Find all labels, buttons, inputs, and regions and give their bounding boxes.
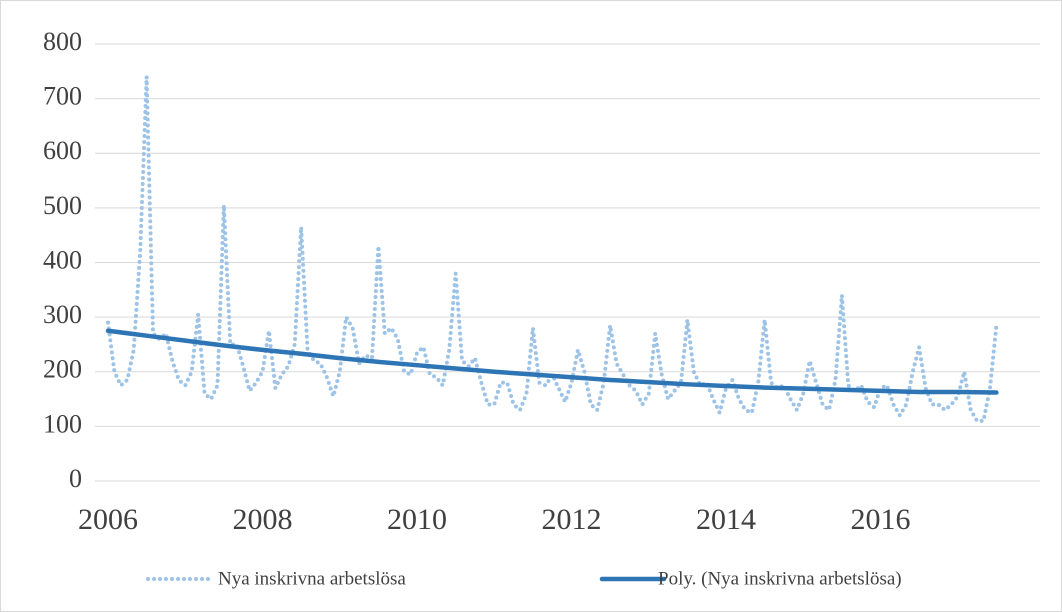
legend-label: Nya inskrivna arbetslösa [218,568,406,589]
y-tick-label: 800 [43,27,82,56]
trend-line [105,328,999,395]
y-tick-label: 700 [43,82,82,111]
y-tick-label: 300 [43,300,82,329]
x-tick-label: 2006 [78,503,138,536]
y-tick-label: 200 [43,355,82,384]
legend-label: Poly. (Nya inskrivna arbetslösa) [658,568,902,589]
y-tick-label: 0 [69,464,82,493]
x-tick-label: 2008 [233,503,293,536]
x-tick-label: 2010 [387,503,447,536]
y-tick-label: 400 [43,245,82,274]
x-tick-label: 2014 [696,503,756,536]
y-tick-label: 100 [43,409,82,438]
x-tick-label: 2012 [542,503,602,536]
y-tick-label: 500 [43,191,82,220]
x-tick-label: 2016 [851,503,911,536]
y-tick-label: 600 [43,136,82,165]
